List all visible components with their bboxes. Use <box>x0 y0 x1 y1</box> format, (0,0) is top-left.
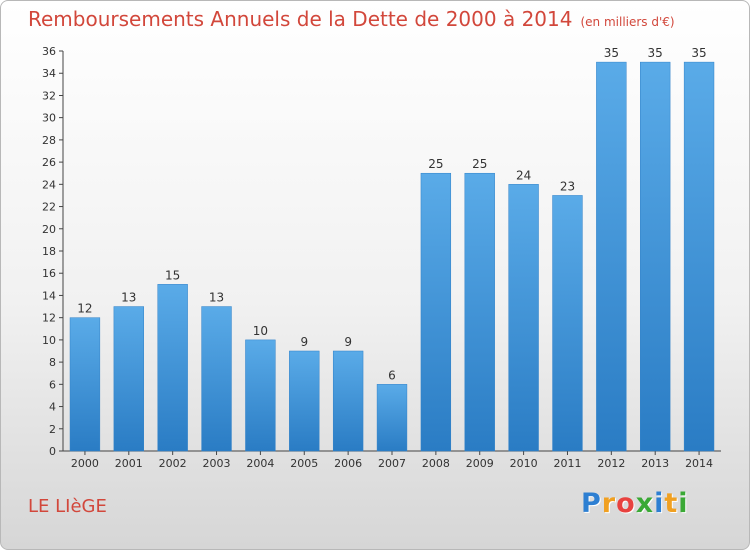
y-tick-label: 0 <box>49 445 56 458</box>
data-label-2012: 35 <box>604 46 619 60</box>
x-tick-label-2001: 2001 <box>115 457 143 470</box>
logo-letter: x <box>635 488 655 519</box>
y-tick-label: 26 <box>42 156 56 169</box>
x-tick-label-2008: 2008 <box>422 457 450 470</box>
y-tick-label: 32 <box>42 89 56 102</box>
data-label-2011: 23 <box>560 179 575 193</box>
data-label-2014: 35 <box>691 46 706 60</box>
data-label-2010: 24 <box>516 168 531 182</box>
bar-2008 <box>420 172 452 452</box>
data-label-2007: 6 <box>388 368 396 382</box>
x-tick-label-2000: 2000 <box>71 457 99 470</box>
proxiti-logo: Proxiti <box>581 488 689 519</box>
y-tick-label: 30 <box>42 112 56 125</box>
data-label-2001: 13 <box>121 291 136 305</box>
x-tick-label-2010: 2010 <box>510 457 538 470</box>
logo-letter: i <box>654 488 665 519</box>
data-label-2004: 10 <box>253 324 268 338</box>
bar-2003 <box>201 306 232 452</box>
logo-letter: t <box>664 488 679 519</box>
commune-name: LE LIèGE <box>28 496 107 517</box>
y-tick-label: 10 <box>42 334 56 347</box>
x-tick-label-2005: 2005 <box>290 457 318 470</box>
x-tick-label-2002: 2002 <box>159 457 187 470</box>
x-tick-label-2003: 2003 <box>203 457 231 470</box>
bar-2004 <box>245 339 276 452</box>
x-tick-label-2011: 2011 <box>553 457 581 470</box>
data-label-2002: 15 <box>165 268 180 282</box>
logo-letter: P <box>581 488 602 519</box>
bar-2014 <box>683 61 715 452</box>
y-tick-label: 36 <box>42 45 56 58</box>
y-tick-label: 28 <box>42 134 56 147</box>
y-tick-label: 34 <box>42 67 56 80</box>
logo-letter: r <box>601 488 617 519</box>
data-label-2009: 25 <box>472 157 487 171</box>
chart-subtitle: (en milliers d'€) <box>580 15 675 29</box>
x-tick-label-2013: 2013 <box>641 457 669 470</box>
data-label-2005: 9 <box>300 335 308 349</box>
y-tick-label: 20 <box>42 223 56 236</box>
chart-title-text: Remboursements Annuels de la Dette de 20… <box>28 7 573 31</box>
x-tick-label-2006: 2006 <box>334 457 362 470</box>
x-tick-label-2004: 2004 <box>246 457 274 470</box>
bar-2000 <box>69 317 101 452</box>
bar-2005 <box>289 350 320 452</box>
y-tick-label: 12 <box>42 312 56 325</box>
y-tick-label: 14 <box>42 289 56 302</box>
y-tick-label: 6 <box>49 378 56 391</box>
y-tick-label: 4 <box>49 401 56 414</box>
bars <box>69 61 715 452</box>
data-labels: 12 13 15 13 10 9 9 6 25 25 24 23 35 35 35 <box>77 46 706 382</box>
bar-2001 <box>113 306 144 452</box>
chart-title: Remboursements Annuels de la Dette de 20… <box>28 7 675 31</box>
y-tick-label: 22 <box>42 201 56 214</box>
data-label-2000: 12 <box>77 302 92 316</box>
bar-2007 <box>376 384 408 452</box>
bar-2002 <box>157 284 188 452</box>
logo-letter: i <box>678 488 689 519</box>
bar-2011 <box>552 195 583 452</box>
bar-2010 <box>508 184 539 452</box>
bar-2009 <box>464 172 495 452</box>
x-tick-label-2012: 2012 <box>597 457 625 470</box>
data-label-2006: 9 <box>344 335 352 349</box>
x-tick-label-2007: 2007 <box>378 457 406 470</box>
logo-letter: o <box>616 488 636 519</box>
y-tick-label: 16 <box>42 267 56 280</box>
x-tick-label-2014: 2014 <box>685 457 713 470</box>
data-label-2008: 25 <box>428 157 443 171</box>
bar-2012 <box>596 61 627 452</box>
y-tick-label: 8 <box>49 356 56 369</box>
y-tick-label: 18 <box>42 245 56 258</box>
bar-2013 <box>640 61 671 452</box>
data-label-2013: 35 <box>648 46 663 60</box>
y-tick-label: 2 <box>49 423 56 436</box>
bar-2006 <box>332 350 364 452</box>
x-tick-label-2009: 2009 <box>466 457 494 470</box>
y-tick-label: 24 <box>42 178 56 191</box>
data-label-2003: 13 <box>209 291 224 305</box>
